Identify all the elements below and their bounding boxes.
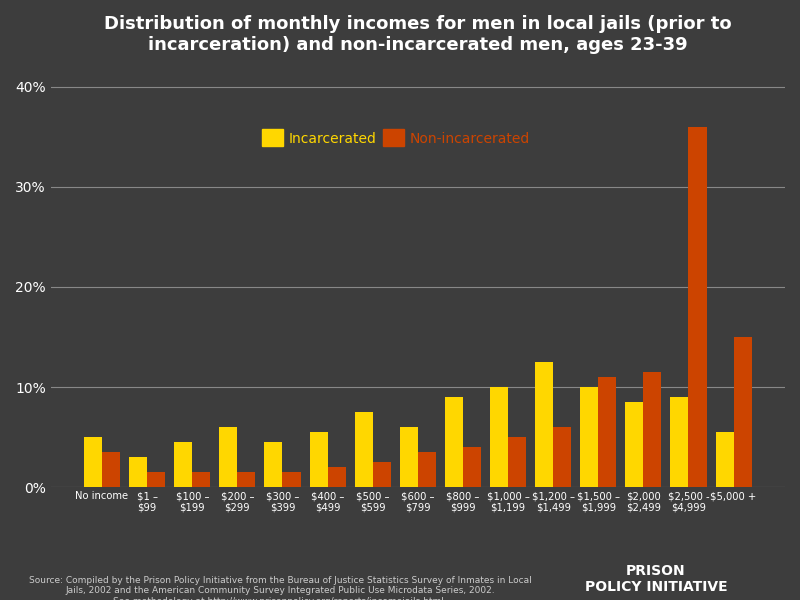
Bar	[192, 472, 210, 487]
Title: Distribution of monthly incomes for men in local jails (prior to
incarceration) : Distribution of monthly incomes for men …	[104, 15, 732, 54]
Bar	[445, 397, 463, 487]
Bar	[553, 427, 571, 487]
Bar	[643, 372, 662, 487]
Bar	[670, 397, 689, 487]
Bar	[490, 387, 508, 487]
Bar	[715, 432, 734, 487]
Bar	[327, 467, 346, 487]
Bar	[463, 447, 481, 487]
Bar	[734, 337, 752, 487]
Legend: Incarcerated, Non-incarcerated: Incarcerated, Non-incarcerated	[256, 124, 535, 152]
Text: PRISON
POLICY INITIATIVE: PRISON POLICY INITIATIVE	[585, 564, 727, 594]
Bar	[219, 427, 238, 487]
Bar	[580, 387, 598, 487]
Bar	[282, 472, 301, 487]
Bar	[265, 442, 282, 487]
Bar	[129, 457, 147, 487]
Bar	[373, 462, 390, 487]
Bar	[174, 442, 192, 487]
Bar	[147, 472, 165, 487]
Bar	[310, 432, 327, 487]
Bar	[508, 437, 526, 487]
Text: Source: Compiled by the Prison Policy Initiative from the Bureau of Justice Stat: Source: Compiled by the Prison Policy In…	[29, 576, 531, 600]
Bar	[400, 427, 418, 487]
Bar	[238, 472, 255, 487]
Bar	[689, 127, 706, 487]
Bar	[535, 362, 553, 487]
Bar	[102, 452, 120, 487]
Bar	[354, 412, 373, 487]
Bar	[84, 437, 102, 487]
Bar	[598, 377, 616, 487]
Bar	[418, 452, 436, 487]
Bar	[626, 402, 643, 487]
